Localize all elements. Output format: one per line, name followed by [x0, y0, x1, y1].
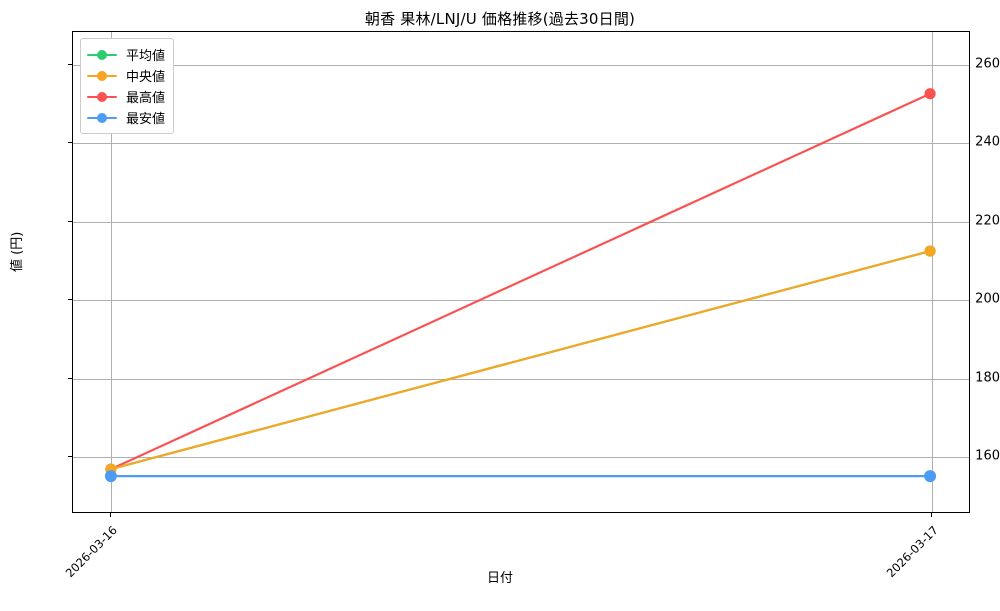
chart-title: 朝香 果林/LNJ/U 価格推移(過去30日間)	[364, 10, 636, 28]
y-axis-title: 値 (円)	[10, 231, 25, 272]
legend-marker-mean-icon	[87, 48, 117, 62]
series-lines	[104, 88, 937, 483]
gridline-y-180	[73, 379, 969, 380]
legend-item-median[interactable]: 中央値	[87, 65, 165, 86]
legend-item-min[interactable]: 最安値	[87, 107, 165, 128]
xtick-mark-0	[110, 513, 111, 517]
datapoint-min-1	[924, 470, 937, 483]
gridline-y-160	[73, 457, 969, 458]
x-axis-title: 日付	[486, 571, 513, 586]
datapoint-max-1	[924, 88, 936, 100]
ytick-mark-180	[68, 378, 72, 379]
ytick-mark-220	[68, 221, 72, 222]
legend-marker-max-icon	[87, 90, 117, 104]
series-line-max	[105, 88, 936, 475]
gridline-x-2026-03-16	[111, 32, 112, 512]
legend-marker-median-icon	[87, 69, 117, 83]
ytick-label-240: 240	[975, 134, 1000, 150]
ytick-label-180: 180	[975, 370, 1000, 386]
legend-label-mean: 平均値	[126, 49, 166, 64]
plot-area	[72, 31, 970, 513]
ytick-label-160: 160	[975, 448, 1000, 464]
ytick-mark-260	[68, 64, 72, 65]
legend-label-median: 中央値	[126, 70, 166, 85]
ytick-label-220: 220	[975, 213, 1000, 229]
gridline-y-220	[73, 222, 969, 223]
gridline-y-260	[73, 65, 969, 66]
series-line-median	[105, 245, 936, 475]
legend-item-max[interactable]: 最高値	[87, 86, 165, 107]
ytick-label-260: 260	[975, 56, 1000, 72]
legend-marker-min-icon	[87, 111, 117, 125]
legend-item-mean[interactable]: 平均値	[87, 44, 165, 65]
ytick-mark-200	[68, 299, 72, 300]
ytick-mark-240	[68, 142, 72, 143]
series-line-min	[104, 470, 937, 483]
gridline-y-200	[73, 300, 969, 301]
gridline-x-2026-03-17	[932, 32, 933, 512]
gridline-y-240	[73, 143, 969, 144]
legend-label-max: 最高値	[126, 91, 166, 106]
legend-label-min: 最安値	[126, 112, 166, 127]
xtick-mark-1	[931, 513, 932, 517]
datapoint-min-0	[104, 470, 117, 483]
ytick-mark-160	[68, 456, 72, 457]
chart-legend: 平均値 中央値 最高値 最安値	[80, 38, 175, 134]
datapoint-median-1	[924, 245, 936, 257]
ytick-label-200: 200	[975, 291, 1000, 307]
